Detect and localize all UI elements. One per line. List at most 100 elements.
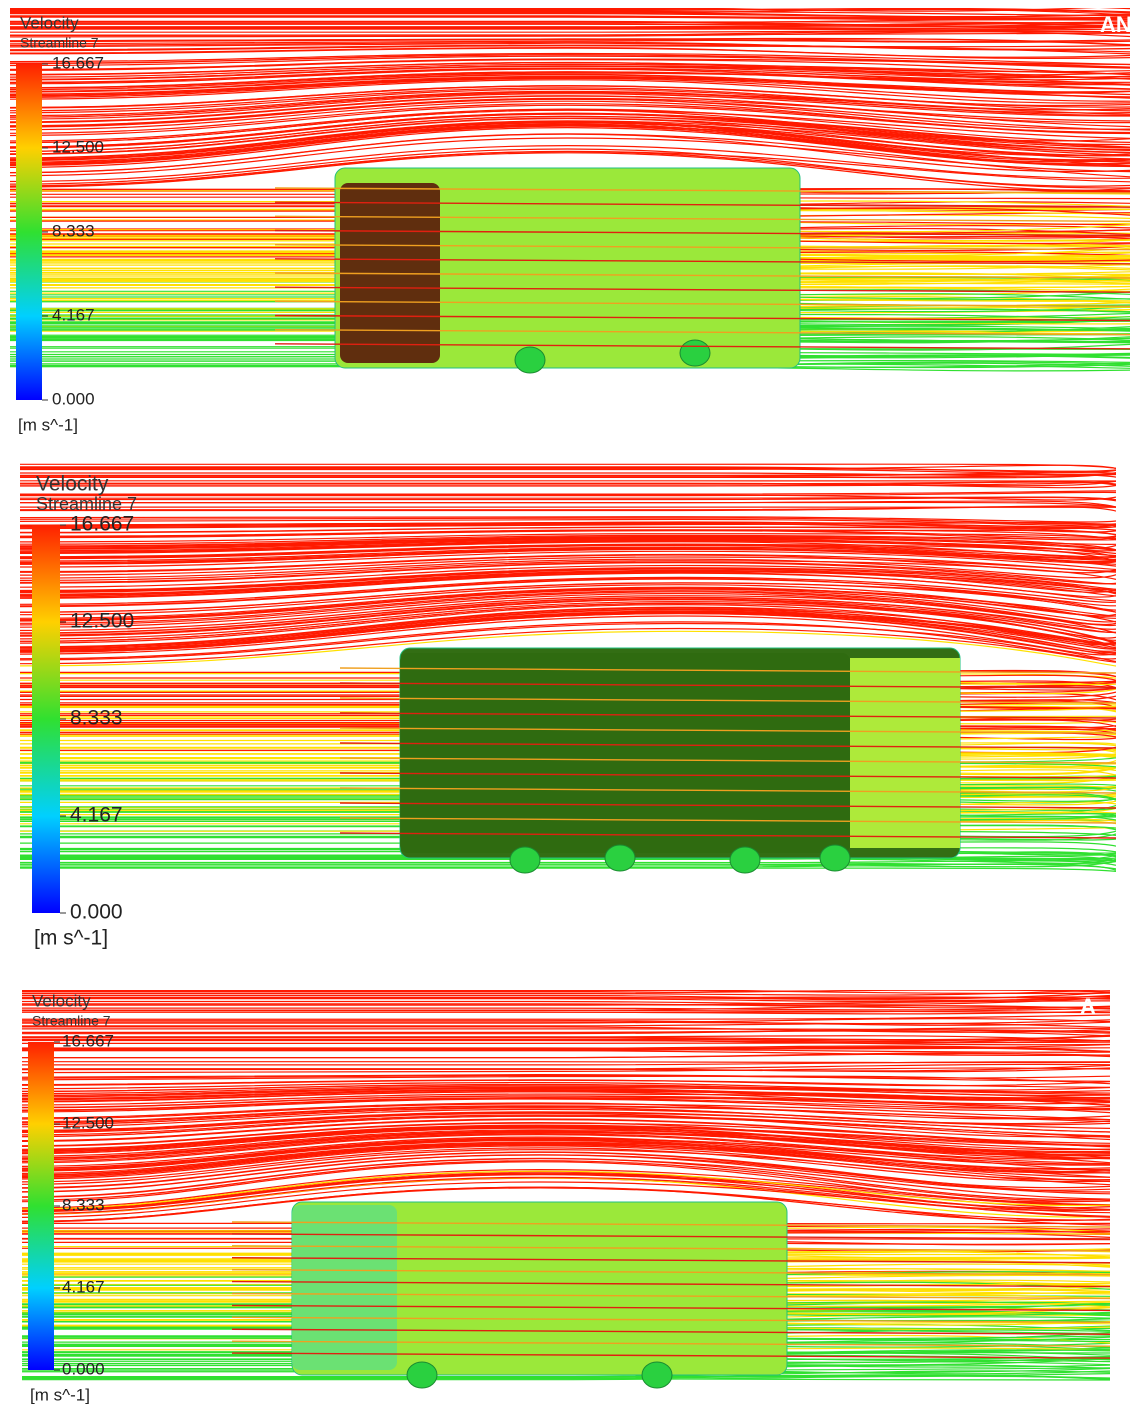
streamline	[274, 272, 1130, 279]
streamline	[22, 1093, 1110, 1106]
streamline	[20, 572, 1116, 602]
streamline	[22, 990, 1110, 993]
streamline	[10, 93, 1130, 120]
colorbar	[16, 64, 42, 400]
streamline	[20, 481, 1116, 487]
legend-label: 4.167	[52, 305, 95, 324]
streamline	[274, 343, 1130, 350]
streamline	[339, 832, 1116, 839]
streamline	[20, 587, 1116, 621]
streamline	[10, 120, 1130, 159]
streamline	[22, 1143, 1110, 1178]
legend-unit: [m s^-1]	[30, 1385, 90, 1404]
streamline	[22, 1172, 1110, 1212]
streamline	[10, 8, 1130, 13]
streamline	[339, 697, 1116, 704]
streamline	[22, 1074, 1110, 1079]
streamline	[231, 1257, 1110, 1264]
streamline	[10, 126, 1130, 168]
streamline	[20, 592, 1116, 628]
streamline	[10, 21, 1130, 25]
streamline	[20, 516, 1116, 523]
streamline	[22, 1022, 1110, 1028]
streamline	[22, 1121, 1110, 1151]
streamline	[10, 24, 1130, 30]
streamline	[22, 1160, 1110, 1202]
streamline	[22, 1028, 1110, 1034]
streamline	[22, 1026, 1110, 1033]
streamline	[20, 576, 1116, 605]
streamline	[10, 77, 1130, 102]
colorbar	[28, 1042, 54, 1370]
streamline	[22, 1045, 1110, 1052]
wheel	[729, 846, 761, 874]
streamline	[22, 1111, 1110, 1133]
streamline	[22, 1137, 1110, 1170]
streamline	[22, 1087, 1110, 1101]
streamline	[20, 598, 1116, 641]
streamline	[339, 772, 1116, 779]
streamline	[22, 1095, 1110, 1111]
legend-title: Velocity	[20, 13, 79, 32]
streamline	[231, 1245, 1110, 1252]
streamline	[339, 817, 1116, 824]
streamline	[231, 1316, 1110, 1324]
streamline	[231, 1268, 1110, 1276]
streamline	[10, 15, 1130, 20]
streamline	[20, 538, 1116, 550]
streamline	[10, 38, 1130, 42]
streamline	[20, 558, 1116, 579]
streamline	[22, 1050, 1110, 1057]
streamline	[274, 300, 1130, 308]
streamline	[20, 506, 1116, 509]
streamline	[20, 536, 1116, 551]
streamline	[20, 611, 1116, 652]
streamline	[20, 590, 1116, 627]
streamline	[10, 98, 1130, 131]
streamline	[22, 1176, 1110, 1218]
streamline	[20, 496, 1116, 501]
streamline	[20, 564, 1116, 590]
streamline	[20, 627, 1116, 665]
streamline	[20, 471, 1116, 478]
streamline	[22, 1019, 1110, 1026]
wheel	[604, 844, 636, 872]
streamline	[22, 1086, 1110, 1099]
streamline	[10, 52, 1130, 66]
streamline	[20, 602, 1116, 644]
streamline	[10, 19, 1130, 24]
streamline	[274, 187, 1130, 194]
streamline	[20, 607, 1116, 649]
streamline	[20, 540, 1116, 557]
streamline	[20, 500, 1116, 508]
streamline	[20, 482, 1116, 489]
streamline	[20, 630, 1116, 667]
streamline	[20, 541, 1116, 559]
streamline	[22, 1003, 1110, 1009]
streamline	[22, 1067, 1110, 1073]
streamline	[231, 1233, 1110, 1240]
streamline	[22, 995, 1110, 999]
streamline	[10, 88, 1130, 114]
streamline	[22, 1132, 1110, 1163]
streamline	[10, 8, 728, 10]
streamline	[22, 1130, 1110, 1159]
streamline	[231, 1292, 1110, 1300]
legend-unit: [m s^-1]	[34, 927, 108, 950]
streamline	[339, 757, 1116, 764]
streamline	[339, 682, 1116, 689]
streamline	[10, 73, 1130, 93]
streamline	[22, 1125, 1110, 1152]
vehicle-front	[400, 653, 850, 853]
streamline	[20, 595, 1116, 634]
legend-label: 12.500	[62, 1113, 114, 1132]
streamline	[22, 1027, 1110, 1035]
streamline	[10, 63, 1130, 78]
streamline	[22, 1073, 1110, 1082]
streamline	[22, 1158, 1110, 1200]
streamline	[22, 1030, 1110, 1037]
streamline	[22, 1142, 1110, 1178]
streamline	[22, 1018, 1110, 1024]
streamline	[22, 1053, 1110, 1059]
